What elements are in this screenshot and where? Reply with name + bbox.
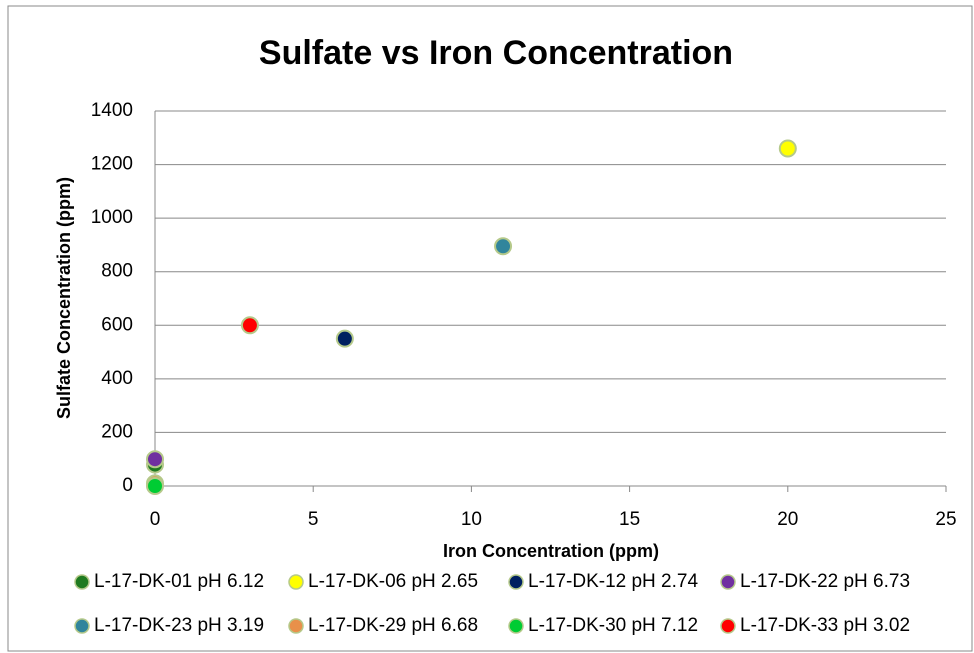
point — [494, 237, 513, 256]
point — [240, 316, 259, 335]
legend-label: L-17-DK-06 pH 2.65 — [308, 571, 478, 592]
legend-marker — [74, 618, 90, 634]
x-tick-label: 15 — [619, 509, 640, 530]
legend-label: L-17-DK-33 pH 3.02 — [740, 615, 910, 636]
y-tick-label: 200 — [101, 421, 133, 442]
x-tick-label: 25 — [935, 509, 956, 530]
legend-label: L-17-DK-23 pH 3.19 — [94, 615, 264, 636]
point — [146, 477, 164, 495]
y-tick-label: 1400 — [91, 100, 133, 121]
point — [335, 329, 354, 348]
legend-marker — [288, 618, 304, 634]
point — [778, 139, 797, 158]
legend-label: L-17-DK-22 pH 6.73 — [740, 571, 910, 592]
chart-frame — [7, 5, 973, 652]
legend-marker — [720, 574, 736, 590]
y-tick-label: 0 — [122, 475, 133, 496]
y-tick-label: 1000 — [91, 207, 133, 228]
x-tick-label: 0 — [150, 509, 161, 530]
y-tick-label: 400 — [101, 368, 133, 389]
legend-label: L-17-DK-30 pH 7.12 — [528, 615, 698, 636]
legend-marker — [720, 618, 736, 634]
y-tick-label: 800 — [101, 261, 133, 282]
y-axis-label: Sulfate Concentration (ppm) — [54, 177, 74, 419]
legend-label: L-17-DK-12 pH 2.74 — [528, 571, 698, 592]
point — [146, 450, 164, 469]
x-axis-label: Iron Concentration (ppm) — [443, 541, 659, 561]
x-tick-label: 20 — [777, 509, 798, 530]
y-tick-label: 600 — [101, 314, 133, 335]
legend-marker — [288, 574, 304, 590]
legend-label: L-17-DK-01 pH 6.12 — [94, 571, 264, 592]
legend-marker — [508, 574, 524, 590]
legend-marker — [508, 618, 524, 634]
x-tick-label: 10 — [461, 509, 482, 530]
y-tick-label: 1200 — [91, 154, 133, 175]
chart-title: Sulfate vs Iron Concentration — [259, 34, 733, 72]
legend-marker — [74, 574, 90, 590]
x-tick-label: 5 — [308, 509, 319, 530]
legend-label: L-17-DK-29 pH 6.68 — [308, 615, 478, 636]
